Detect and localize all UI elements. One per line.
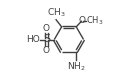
Text: O: O — [43, 24, 50, 33]
Text: HO: HO — [26, 35, 40, 44]
Text: O: O — [43, 46, 50, 55]
Text: CH$_3$: CH$_3$ — [47, 7, 65, 19]
Text: O: O — [78, 16, 85, 25]
Text: NH$_2$: NH$_2$ — [67, 60, 86, 73]
Text: S: S — [43, 35, 50, 44]
Text: CH$_3$: CH$_3$ — [86, 15, 104, 27]
